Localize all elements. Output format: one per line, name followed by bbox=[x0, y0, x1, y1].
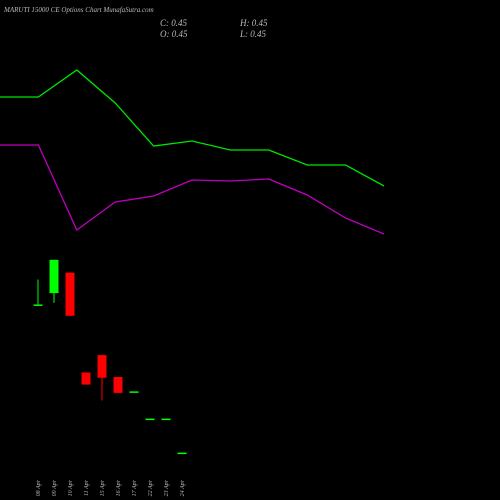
x-tick-label: 24 Apr bbox=[179, 479, 186, 496]
candle-body bbox=[65, 272, 75, 316]
x-tick-label: 09 Apr bbox=[52, 479, 58, 496]
x-tick-label: 10 Apr bbox=[68, 479, 74, 496]
x-tick-label: 22 Apr bbox=[148, 479, 154, 496]
indicator-line bbox=[0, 144, 385, 235]
ohlc-low: L: 0.45 bbox=[239, 29, 267, 39]
candle-body bbox=[177, 452, 187, 455]
x-tick-label: 16 Apr bbox=[116, 479, 122, 496]
ohlc-close: C: 0.45 bbox=[160, 18, 188, 28]
x-tick-label: 17 Apr bbox=[132, 479, 138, 496]
candle-body bbox=[49, 259, 59, 294]
x-tick-label: 15 Apr bbox=[100, 479, 106, 496]
indicator-line bbox=[0, 69, 385, 187]
x-tick-label: 23 Apr bbox=[164, 479, 170, 496]
candle-body bbox=[81, 372, 91, 385]
ohlc-high: H: 0.45 bbox=[239, 18, 268, 28]
x-tick-label: 11 Apr bbox=[84, 479, 90, 496]
candle-body bbox=[161, 418, 171, 421]
candle-body bbox=[145, 418, 155, 421]
ohlc-open: O: 0.45 bbox=[160, 29, 188, 39]
candle-body bbox=[33, 304, 43, 306]
candle-body bbox=[113, 377, 123, 393]
chart-title: MARUTI 15000 CE Options Chart MunafaSutr… bbox=[3, 6, 154, 14]
x-tick-label: 08 Apr bbox=[36, 479, 42, 496]
candle-body bbox=[97, 355, 107, 378]
candle-body bbox=[129, 391, 139, 393]
